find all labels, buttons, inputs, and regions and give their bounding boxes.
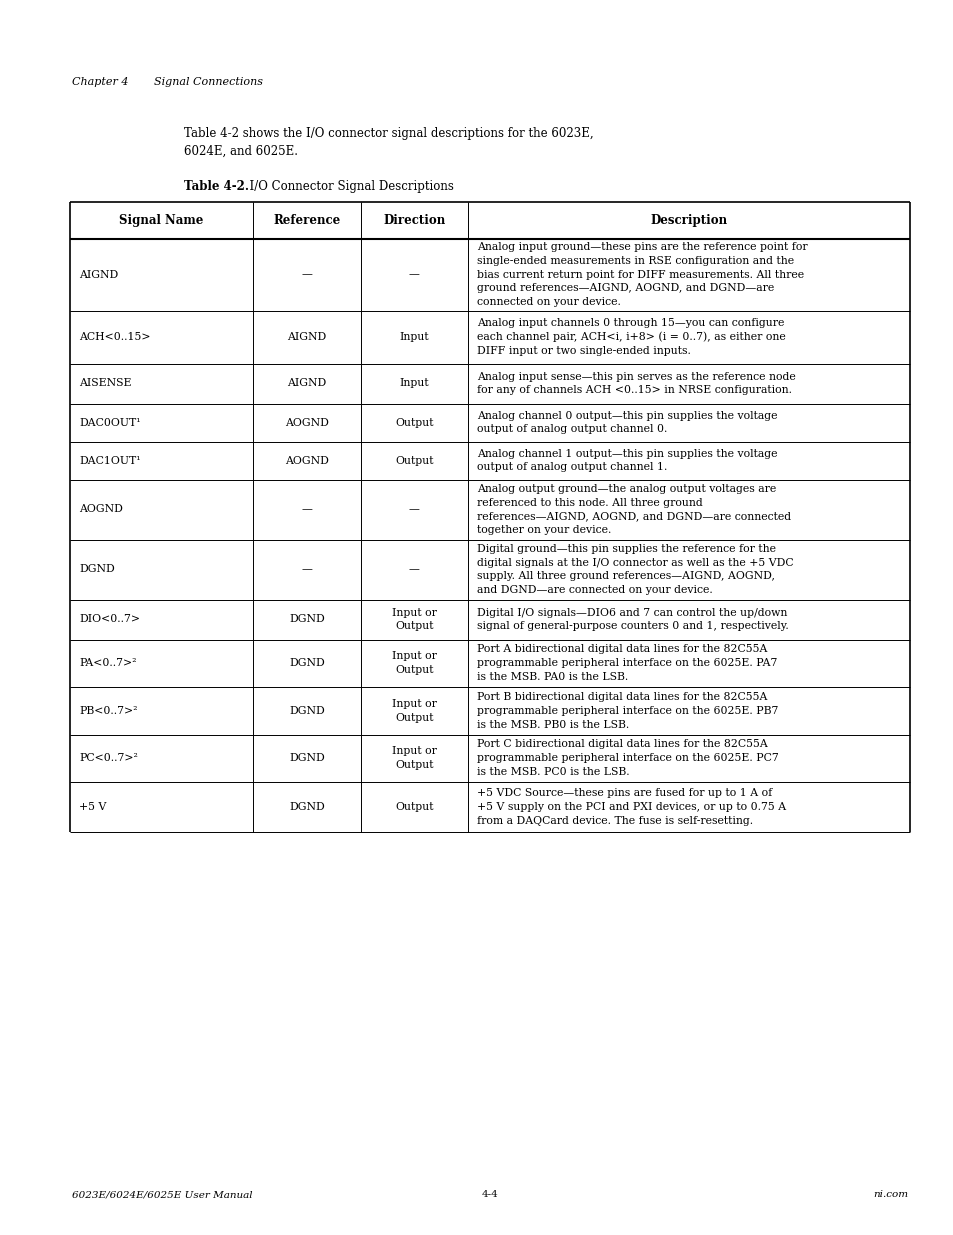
Text: references—AIGND, AOGND, and DGND—are connected: references—AIGND, AOGND, and DGND—are co… <box>476 511 790 521</box>
Text: Analog channel 1 output—this pin supplies the voltage: Analog channel 1 output—this pin supplie… <box>476 448 777 458</box>
Text: bias current return point for DIFF measurements. All three: bias current return point for DIFF measu… <box>476 269 803 279</box>
Text: Direction: Direction <box>383 214 445 227</box>
Text: I/O Connector Signal Descriptions: I/O Connector Signal Descriptions <box>242 180 454 193</box>
Text: Input or: Input or <box>392 608 436 618</box>
Text: +5 V: +5 V <box>79 803 107 813</box>
Text: DIO<0..7>: DIO<0..7> <box>79 615 140 625</box>
Text: is the MSB. PC0 is the LSB.: is the MSB. PC0 is the LSB. <box>476 767 629 777</box>
Text: and DGND—are connected on your device.: and DGND—are connected on your device. <box>476 585 712 595</box>
Text: Input or: Input or <box>392 651 436 662</box>
Text: Output: Output <box>395 456 434 466</box>
Text: Output: Output <box>395 621 434 631</box>
Text: PB<0..7>²: PB<0..7>² <box>79 705 137 716</box>
Text: Output: Output <box>395 803 434 813</box>
Text: Port C bidirectional digital data lines for the 82C55A: Port C bidirectional digital data lines … <box>476 740 767 750</box>
Text: ni.com: ni.com <box>872 1191 907 1199</box>
Text: Input: Input <box>399 378 429 389</box>
Text: AIGND: AIGND <box>287 378 326 389</box>
Text: Chapter 4: Chapter 4 <box>71 77 129 86</box>
Text: 6023E/6024E/6025E User Manual: 6023E/6024E/6025E User Manual <box>71 1191 253 1199</box>
Text: Output: Output <box>395 713 434 722</box>
Text: +5 V supply on the PCI and PXI devices, or up to 0.75 A: +5 V supply on the PCI and PXI devices, … <box>476 803 785 813</box>
Text: Digital I/O signals—DIO6 and 7 can control the up/down: Digital I/O signals—DIO6 and 7 can contr… <box>476 608 787 618</box>
Text: connected on your device.: connected on your device. <box>476 298 620 308</box>
Text: referenced to this node. All three ground: referenced to this node. All three groun… <box>476 498 702 508</box>
Text: Digital ground—this pin supplies the reference for the: Digital ground—this pin supplies the ref… <box>476 543 776 553</box>
Text: AIGND: AIGND <box>79 269 118 279</box>
Text: each channel pair, ACH<i, i+8> (i = 0..7), as either one: each channel pair, ACH<i, i+8> (i = 0..7… <box>476 332 785 342</box>
Text: PA<0..7>²: PA<0..7>² <box>79 658 136 668</box>
Text: DGND: DGND <box>289 615 324 625</box>
Text: AOGND: AOGND <box>285 417 329 427</box>
Text: signal of general-purpose counters 0 and 1, respectively.: signal of general-purpose counters 0 and… <box>476 621 788 631</box>
Text: DIFF input or two single-ended inputs.: DIFF input or two single-ended inputs. <box>476 346 690 356</box>
Text: Port A bidirectional digital data lines for the 82C55A: Port A bidirectional digital data lines … <box>476 645 767 655</box>
Text: DGND: DGND <box>79 564 114 574</box>
Text: programmable peripheral interface on the 6025E. PC7: programmable peripheral interface on the… <box>476 753 778 763</box>
Text: Output: Output <box>395 666 434 676</box>
Text: —: — <box>301 564 312 574</box>
Text: is the MSB. PA0 is the LSB.: is the MSB. PA0 is the LSB. <box>476 672 628 682</box>
Text: Analog channel 0 output—this pin supplies the voltage: Analog channel 0 output—this pin supplie… <box>476 410 777 421</box>
Text: Input: Input <box>399 332 429 342</box>
Text: PC<0..7>²: PC<0..7>² <box>79 753 138 763</box>
Text: Input or: Input or <box>392 746 436 756</box>
Text: Analog input sense—this pin serves as the reference node: Analog input sense—this pin serves as th… <box>476 372 795 382</box>
Text: DGND: DGND <box>289 705 324 716</box>
Text: AISENSE: AISENSE <box>79 378 132 389</box>
Text: Table 4-2 shows the I/O connector signal descriptions for the 6023E,: Table 4-2 shows the I/O connector signal… <box>184 127 593 140</box>
Text: ground references—AIGND, AOGND, and DGND—are: ground references—AIGND, AOGND, and DGND… <box>476 283 774 293</box>
Text: single-ended measurements in RSE configuration and the: single-ended measurements in RSE configu… <box>476 256 794 266</box>
Text: DGND: DGND <box>289 803 324 813</box>
Text: Output: Output <box>395 761 434 771</box>
Text: from a DAQCard device. The fuse is self-resetting.: from a DAQCard device. The fuse is self-… <box>476 816 753 826</box>
Text: for any of channels ACH <0..15> in NRSE configuration.: for any of channels ACH <0..15> in NRSE … <box>476 385 791 395</box>
Text: 4-4: 4-4 <box>481 1191 497 1199</box>
Text: Analog input ground—these pins are the reference point for: Analog input ground—these pins are the r… <box>476 242 807 252</box>
Text: —: — <box>301 269 312 279</box>
Text: AOGND: AOGND <box>285 456 329 466</box>
Text: AOGND: AOGND <box>79 505 123 515</box>
Text: is the MSB. PB0 is the LSB.: is the MSB. PB0 is the LSB. <box>476 720 629 730</box>
Text: ACH<0..15>: ACH<0..15> <box>79 332 151 342</box>
Text: DAC0OUT¹: DAC0OUT¹ <box>79 417 140 427</box>
Text: digital signals at the I/O connector as well as the +5 VDC: digital signals at the I/O connector as … <box>476 557 793 568</box>
Text: DGND: DGND <box>289 753 324 763</box>
Text: programmable peripheral interface on the 6025E. PB7: programmable peripheral interface on the… <box>476 705 778 716</box>
Text: output of analog output channel 1.: output of analog output channel 1. <box>476 462 667 473</box>
Text: Signal Name: Signal Name <box>119 214 204 227</box>
Text: Reference: Reference <box>273 214 340 227</box>
Text: programmable peripheral interface on the 6025E. PA7: programmable peripheral interface on the… <box>476 658 777 668</box>
Text: Input or: Input or <box>392 699 436 709</box>
Text: —: — <box>301 505 312 515</box>
Text: together on your device.: together on your device. <box>476 525 611 535</box>
Text: DGND: DGND <box>289 658 324 668</box>
Text: supply. All three ground references—AIGND, AOGND,: supply. All three ground references—AIGN… <box>476 572 775 582</box>
Text: Port B bidirectional digital data lines for the 82C55A: Port B bidirectional digital data lines … <box>476 692 767 701</box>
Text: output of analog output channel 0.: output of analog output channel 0. <box>476 425 667 435</box>
Text: Analog input channels 0 through 15—you can configure: Analog input channels 0 through 15—you c… <box>476 319 783 329</box>
Text: —: — <box>409 505 419 515</box>
Text: Signal Connections: Signal Connections <box>153 77 263 86</box>
Text: —: — <box>409 269 419 279</box>
Text: +5 VDC Source—these pins are fused for up to 1 A of: +5 VDC Source—these pins are fused for u… <box>476 788 772 799</box>
Text: Analog output ground—the analog output voltages are: Analog output ground—the analog output v… <box>476 484 776 494</box>
Text: AIGND: AIGND <box>287 332 326 342</box>
Text: Output: Output <box>395 417 434 427</box>
Text: 6024E, and 6025E.: 6024E, and 6025E. <box>184 144 297 158</box>
Text: Table 4-2.: Table 4-2. <box>184 180 249 193</box>
Text: —: — <box>409 564 419 574</box>
Text: DAC1OUT¹: DAC1OUT¹ <box>79 456 140 466</box>
Text: Description: Description <box>650 214 727 227</box>
